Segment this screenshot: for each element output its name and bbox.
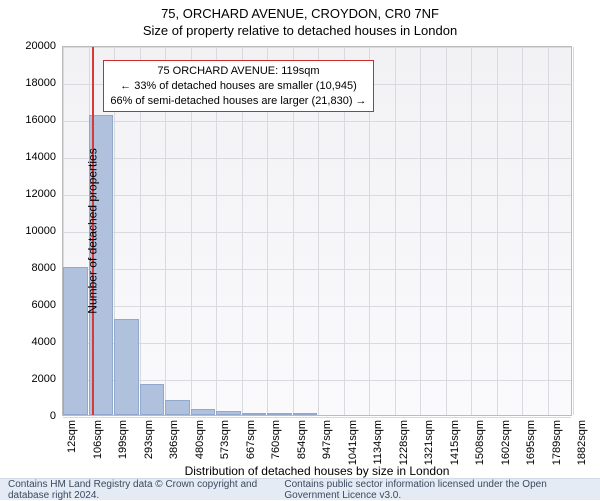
x-tick-label: 573sqm [219, 420, 231, 459]
x-tick-label: 386sqm [168, 420, 180, 459]
x-tick-label: 760sqm [270, 420, 282, 459]
footer-left-text: Contains HM Land Registry data © Crown c… [8, 479, 284, 501]
annotation-line: 66% of semi-detached houses are larger (… [110, 94, 366, 109]
y-tick-label: 18000 [16, 77, 56, 89]
histogram-bar [191, 409, 215, 415]
gridline-vertical [420, 47, 421, 415]
y-tick-label: 20000 [16, 40, 56, 52]
plot-area: 75 ORCHARD AVENUE: 119sqm← 33% of detach… [62, 46, 572, 416]
x-tick-label: 1508sqm [474, 420, 486, 465]
x-tick-label: 12sqm [66, 420, 78, 453]
y-tick-label: 8000 [16, 262, 56, 274]
x-tick-label: 1415sqm [449, 420, 461, 465]
histogram-bar [140, 384, 164, 415]
y-tick-label: 16000 [16, 114, 56, 126]
gridline-vertical [573, 47, 574, 415]
y-tick-label: 6000 [16, 299, 56, 311]
histogram-bar [165, 400, 190, 415]
x-tick-label: 293sqm [143, 420, 155, 459]
x-tick-label: 1602sqm [500, 420, 512, 465]
x-axis-label: Distribution of detached houses by size … [62, 464, 572, 478]
gridline-vertical [395, 47, 396, 415]
x-tick-label: 106sqm [92, 420, 104, 459]
x-tick-label: 854sqm [296, 420, 308, 459]
x-tick-label: 1882sqm [576, 420, 588, 465]
histogram-bar [242, 413, 266, 415]
gridline-vertical [446, 47, 447, 415]
gridline-vertical [497, 47, 498, 415]
annotation-line: 75 ORCHARD AVENUE: 119sqm [110, 64, 366, 79]
attribution-footer: Contains HM Land Registry data © Crown c… [0, 478, 600, 500]
gridline-vertical [548, 47, 549, 415]
x-tick-label: 947sqm [321, 420, 333, 459]
x-tick-label: 1134sqm [372, 420, 384, 464]
histogram-bar [63, 267, 88, 415]
histogram-bar [267, 413, 292, 415]
footer-right-text: Contains public sector information licen… [284, 479, 592, 501]
page-title-address: 75, ORCHARD AVENUE, CROYDON, CR0 7NF [0, 0, 600, 21]
x-tick-label: 1041sqm [347, 420, 359, 465]
y-tick-label: 4000 [16, 336, 56, 348]
histogram-bar [114, 319, 139, 415]
x-tick-label: 480sqm [194, 420, 206, 459]
x-tick-label: 667sqm [245, 420, 257, 459]
x-tick-label: 1228sqm [398, 420, 410, 465]
histogram-bar [216, 411, 241, 415]
y-tick-label: 10000 [16, 225, 56, 237]
x-tick-label: 199sqm [117, 420, 129, 459]
gridline-vertical [471, 47, 472, 415]
page-title-description: Size of property relative to detached ho… [0, 21, 600, 38]
annotation-callout: 75 ORCHARD AVENUE: 119sqm← 33% of detach… [103, 60, 373, 113]
y-tick-label: 14000 [16, 151, 56, 163]
y-tick-label: 12000 [16, 188, 56, 200]
x-tick-label: 1321sqm [423, 420, 435, 465]
annotation-line: ← 33% of detached houses are smaller (10… [110, 79, 366, 94]
histogram-bar [293, 413, 317, 415]
y-tick-label: 2000 [16, 373, 56, 385]
histogram-chart: 75 ORCHARD AVENUE: 119sqm← 33% of detach… [62, 46, 572, 416]
x-tick-label: 1789sqm [551, 420, 563, 465]
x-tick-label: 1695sqm [525, 420, 537, 465]
gridline-horizontal [63, 417, 571, 418]
y-tick-label: 0 [16, 410, 56, 422]
y-axis-label: Number of detached properties [86, 148, 100, 313]
gridline-vertical [522, 47, 523, 415]
